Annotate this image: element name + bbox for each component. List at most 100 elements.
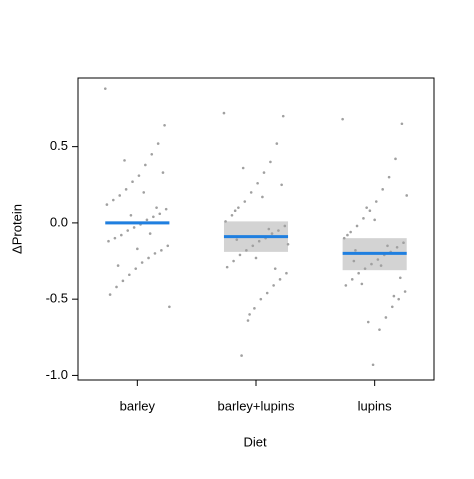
residual-point: [131, 180, 134, 184]
residual-point: [222, 111, 226, 115]
residual-point: [238, 253, 242, 257]
residual-point: [363, 267, 367, 270]
y-tick-label: -0.5: [46, 291, 68, 306]
residual-point: [126, 229, 130, 232]
residual-point: [251, 244, 255, 248]
residual-point: [152, 215, 155, 219]
residual-point: [350, 278, 354, 281]
residual-point: [270, 232, 274, 235]
residual-point: [400, 122, 404, 126]
residual-point: [373, 218, 376, 222]
residual-point: [265, 291, 269, 295]
residual-point: [257, 239, 261, 243]
residual-point: [241, 166, 245, 170]
residual-point: [360, 282, 364, 286]
residual-point: [142, 191, 146, 194]
residual-point: [392, 294, 396, 298]
residual-point: [145, 218, 149, 222]
residual-point: [272, 284, 275, 287]
residual-point: [235, 238, 239, 241]
residual-point: [116, 264, 120, 267]
residual-point: [269, 160, 272, 164]
residual-point: [245, 249, 248, 252]
residual-point: [376, 258, 380, 261]
residual-point: [164, 207, 168, 211]
residual-point: [129, 213, 133, 217]
residual-point: [384, 316, 388, 319]
residual-point: [158, 212, 162, 216]
residual-point: [259, 297, 263, 301]
residual-point: [230, 213, 234, 217]
residual-point: [362, 217, 365, 220]
residual-point: [124, 188, 128, 191]
residual-point: [136, 247, 139, 251]
residual-point: [224, 220, 227, 223]
residual-point: [283, 224, 287, 228]
residual-point: [232, 259, 235, 263]
residual-point: [140, 261, 144, 264]
residual-point: [107, 239, 110, 243]
residual-point: [387, 175, 391, 179]
residual-point: [280, 183, 283, 187]
residual-point: [267, 227, 271, 231]
residual-point: [160, 249, 163, 252]
y-tick-label: 0.5: [50, 138, 68, 153]
x-axis-label: Diet: [243, 434, 267, 449]
residual-point: [113, 236, 117, 240]
residual-point: [273, 267, 277, 270]
residual-point: [132, 226, 136, 229]
residual-point: [346, 233, 349, 237]
residual-point: [281, 114, 285, 118]
residual-point: [253, 307, 256, 310]
residual-point: [381, 188, 384, 191]
residual-point: [352, 259, 356, 263]
residual-point: [402, 241, 405, 245]
residual-point: [394, 157, 397, 161]
residual-point: [398, 276, 402, 280]
residual-point: [105, 203, 109, 206]
residual-point: [368, 209, 372, 212]
residual-point: [261, 195, 264, 199]
residual-point: [128, 273, 131, 277]
residual-point: [243, 200, 247, 203]
residual-point: [144, 163, 147, 167]
residual-point: [397, 297, 400, 301]
residual-point: [123, 159, 126, 162]
residual-point: [115, 285, 118, 289]
residual-point: [240, 354, 243, 357]
residual-point: [163, 123, 166, 127]
residual-point: [344, 284, 348, 287]
residual-point: [342, 236, 346, 240]
residual-point: [277, 229, 280, 232]
y-axis-label: ΔProtein: [9, 204, 24, 254]
residual-point: [278, 278, 282, 281]
residual-point: [150, 152, 154, 156]
residual-point: [148, 232, 152, 235]
residual-point: [355, 224, 359, 228]
residual-point: [254, 256, 258, 260]
residual-point: [370, 262, 373, 266]
residual-point: [155, 206, 158, 209]
y-tick-label: -1.0: [46, 367, 68, 382]
x-tick-label: barley: [120, 398, 156, 413]
residual-point: [286, 242, 290, 246]
residual-point: [374, 200, 378, 203]
residual-point: [256, 181, 259, 185]
residual-point: [371, 363, 375, 367]
residual-point: [153, 252, 157, 255]
residual-point: [137, 174, 141, 177]
residual-point: [120, 233, 123, 237]
residual-point: [365, 206, 368, 209]
residual-point: [403, 290, 407, 293]
y-tick-label: 0.0: [50, 214, 68, 229]
residual-point: [390, 305, 394, 309]
residual-point: [246, 319, 250, 322]
residual-point: [349, 230, 352, 234]
residual-point: [103, 87, 107, 90]
residual-point: [405, 194, 409, 197]
x-tick-label: barley+lupins: [218, 398, 295, 413]
residual-point: [118, 194, 122, 197]
residual-point: [386, 244, 389, 248]
residual-point: [249, 191, 253, 194]
